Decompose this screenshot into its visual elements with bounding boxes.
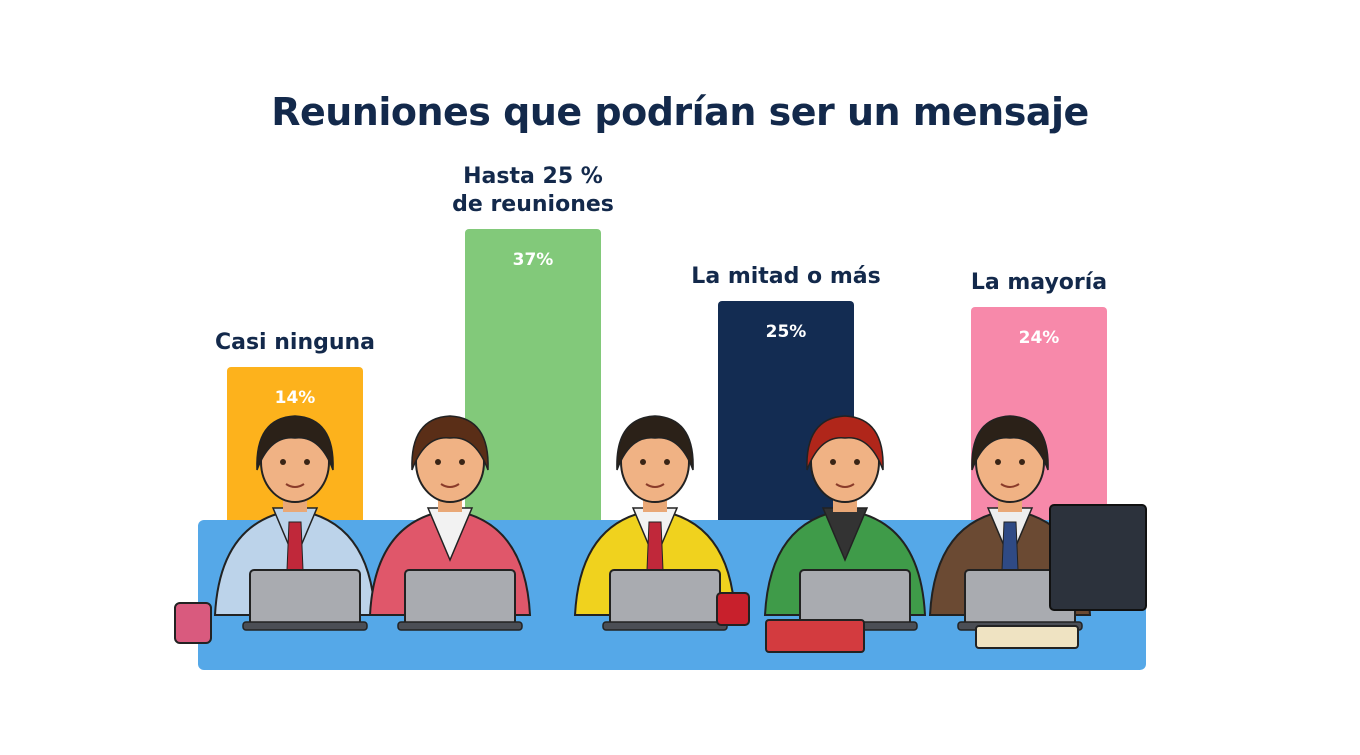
pencil-cup [174, 602, 212, 644]
chart-title: Reuniones que podrían ser un mensaje [271, 90, 1089, 134]
value-label: 25% [766, 322, 807, 342]
person [368, 415, 532, 631]
monitor [1049, 504, 1147, 611]
notebook [975, 625, 1079, 649]
person [213, 415, 377, 631]
value-label: 37% [513, 250, 554, 270]
category-label: Casi ninguna [215, 330, 375, 355]
category-label: de reuniones [452, 192, 614, 217]
value-label: 24% [1019, 328, 1060, 348]
category-label: La mitad o más [691, 264, 880, 289]
category-label: Hasta 25 % [463, 164, 603, 189]
category-label: La mayoría [971, 270, 1107, 295]
value-label: 14% [275, 388, 316, 408]
office-workers-illustration [174, 415, 1147, 653]
laptop [602, 569, 728, 631]
laptop [242, 569, 368, 631]
bar [465, 229, 601, 540]
laptop [397, 569, 523, 631]
books [765, 619, 865, 653]
person [573, 415, 737, 631]
mug [716, 592, 750, 626]
